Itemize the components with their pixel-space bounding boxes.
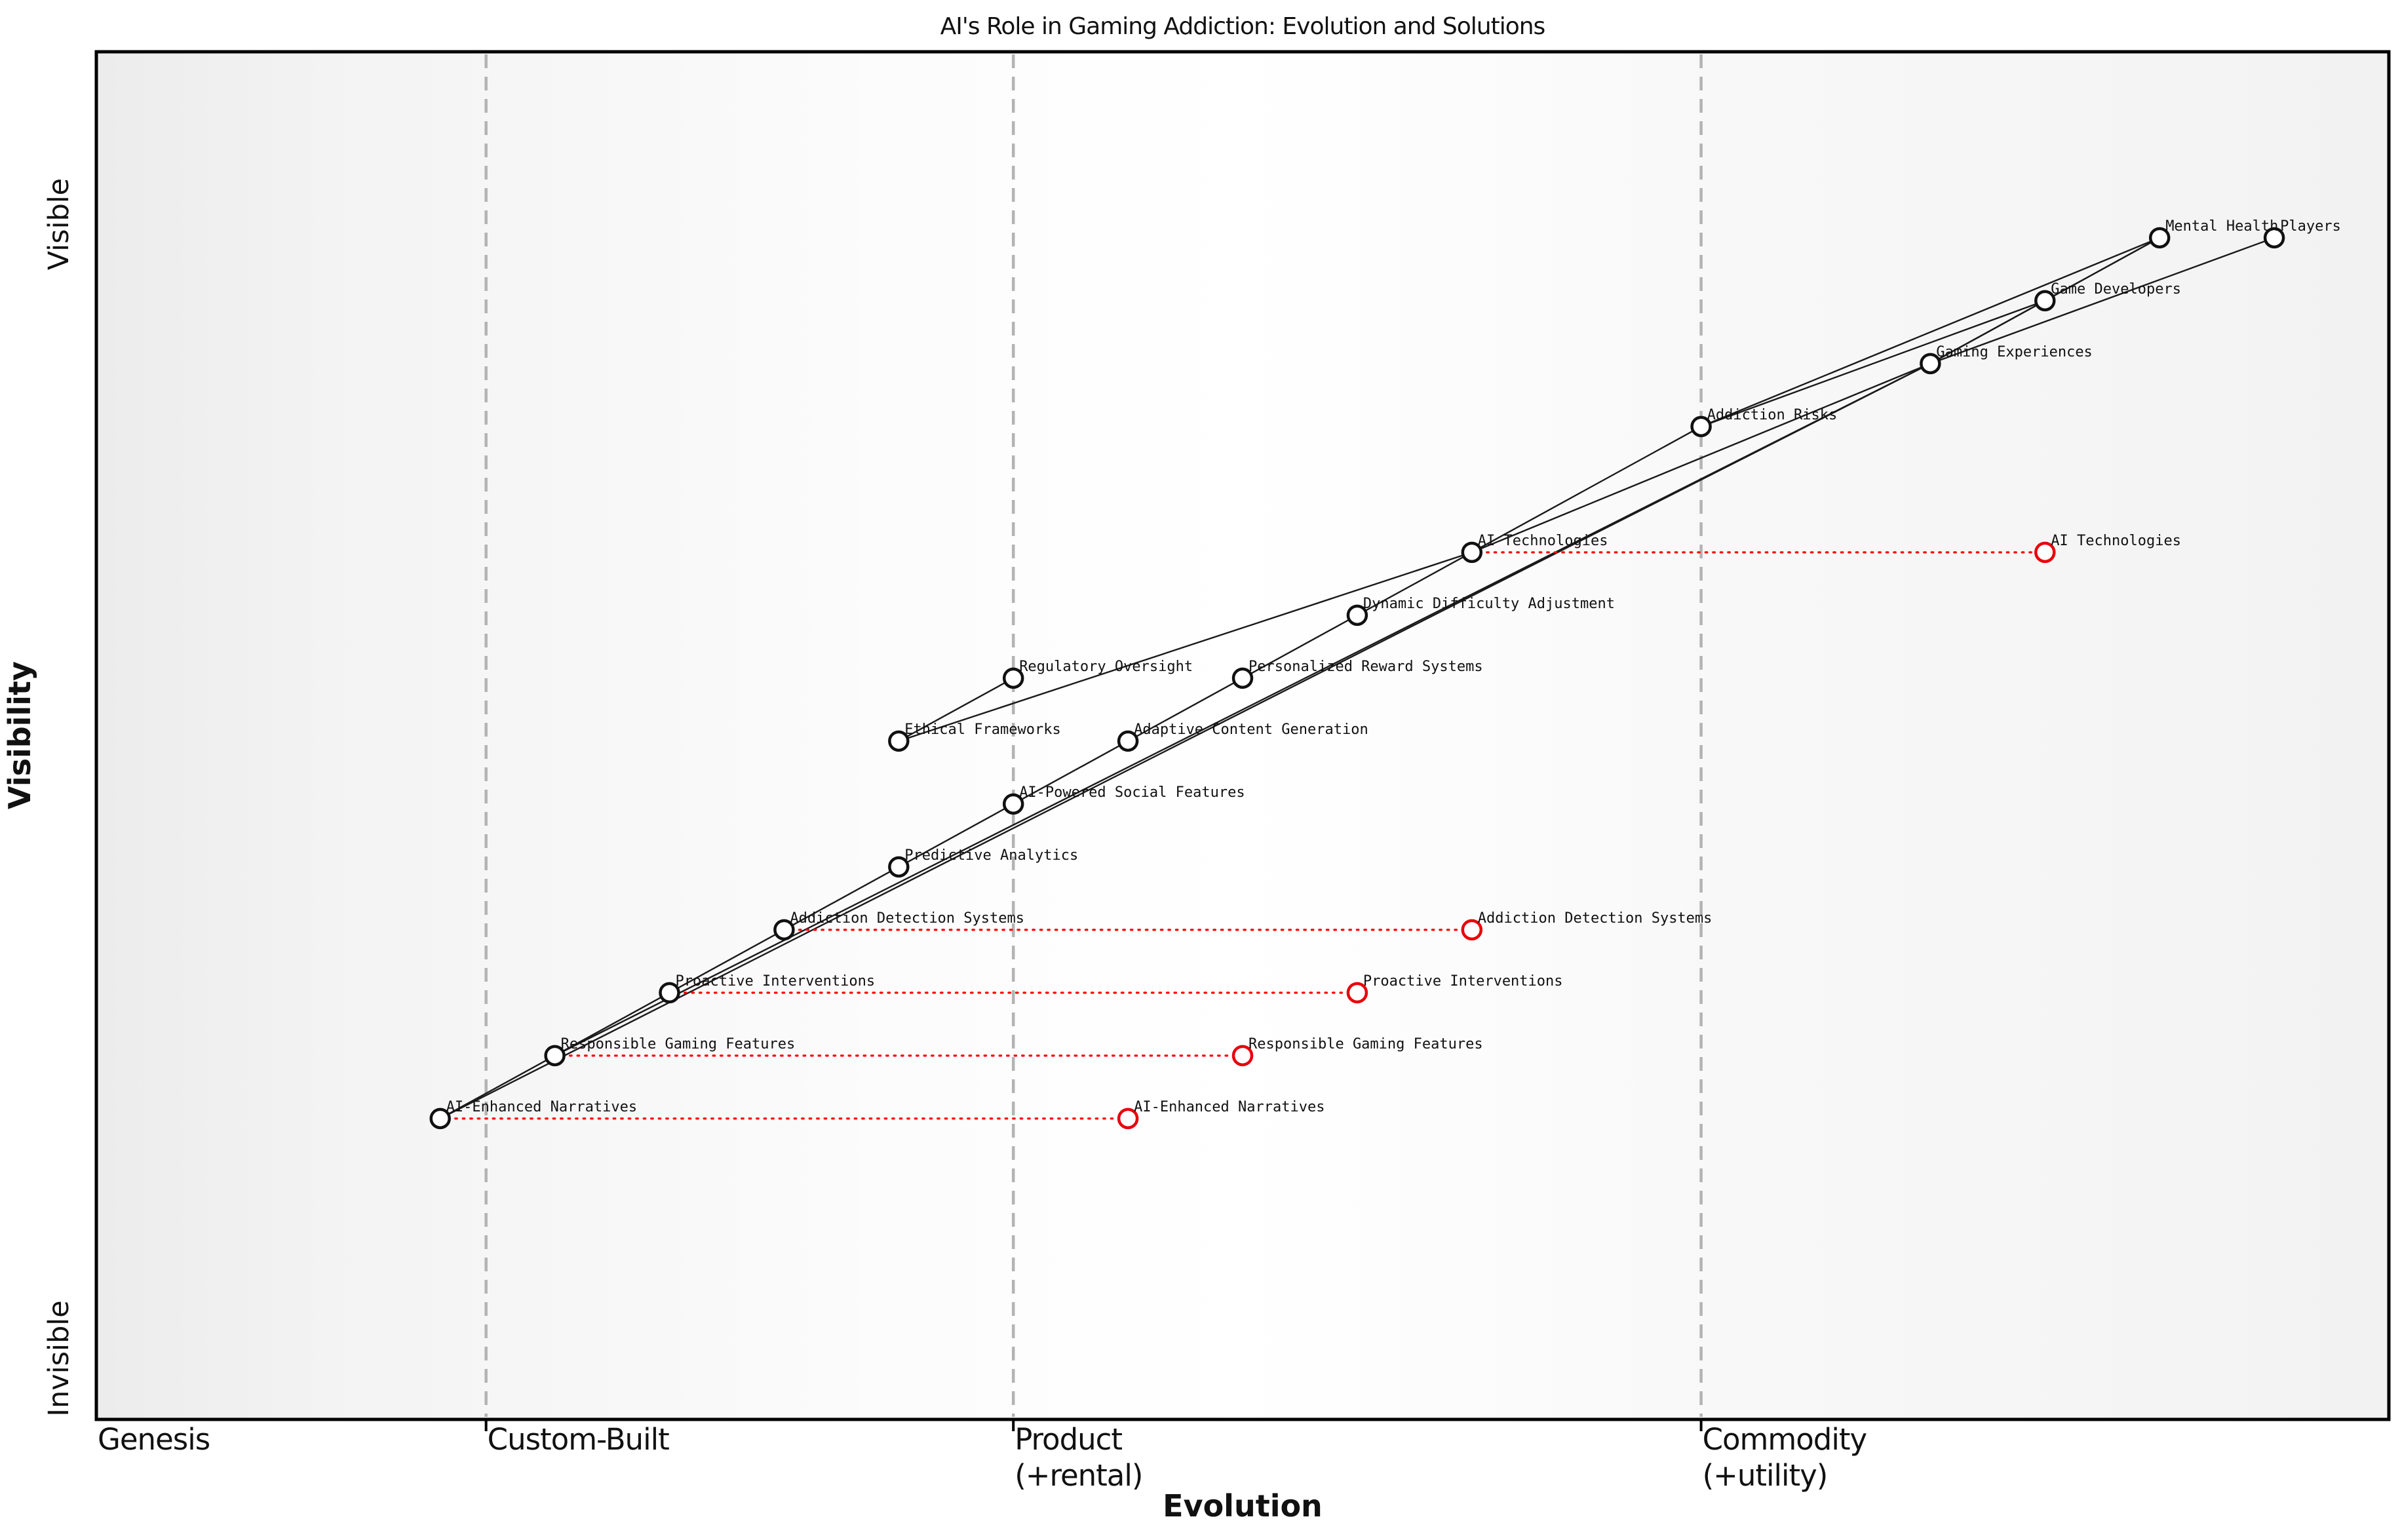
- chart-title: AI's Role in Gaming Addiction: Evolution…: [940, 13, 1545, 40]
- node-label-regulatory-oversight: Regulatory Oversight: [1019, 659, 1193, 675]
- edge-game-developers--mental-health: [2044, 237, 2160, 301]
- edge-ethical-frameworks--ai-technologies: [898, 551, 1473, 742]
- evolved-node-proactive-interventions: Proactive Interventions: [1346, 973, 1563, 1004]
- node-label-ai-technologies: AI Technologies: [1478, 533, 1608, 549]
- node-personalized-reward-systems: Personalized Reward Systems: [1231, 659, 1483, 689]
- node-label-gaming-experiences: Gaming Experiences: [1936, 344, 2092, 360]
- node-circle: [659, 982, 680, 1004]
- node-label-players: Players: [2280, 218, 2341, 235]
- node-circle: [1346, 604, 1368, 626]
- node-circle: [1002, 793, 1024, 815]
- node-label-addiction-detection-systems: Addiction Detection Systems: [1478, 910, 1713, 927]
- evolved-node-circle: [1117, 1107, 1139, 1130]
- node-addiction-risks: Addiction Risks: [1690, 407, 1838, 438]
- visibility-axis-label: Visibility: [2, 661, 37, 809]
- node-label-predictive-analytics: Predictive Analytics: [904, 847, 1078, 864]
- x-axis-stage-label: (+rental): [1015, 1458, 1142, 1493]
- x-axis-stage-label: Custom-Built: [488, 1422, 669, 1457]
- node-circle: [1690, 415, 1712, 438]
- edge-proactive-interventions--addiction-detection-systems: [668, 929, 784, 993]
- node-game-developers: Game Developers: [2034, 281, 2181, 312]
- edge-personalized-reward-systems--dynamic-difficulty-adjustment: [1242, 614, 1358, 679]
- evolved-node-circle: [1461, 919, 1483, 941]
- edge-addiction-risks--mental-health: [1701, 237, 2160, 427]
- node-circle: [1117, 730, 1139, 752]
- node-label-addiction-detection-systems: Addiction Detection Systems: [790, 910, 1024, 927]
- node-circle: [2034, 290, 2056, 312]
- node-mental-health: Mental Health: [2148, 218, 2278, 249]
- node-circle: [888, 856, 910, 878]
- node-label-ai-powered-social-features: AI-Powered Social Features: [1019, 784, 1245, 801]
- evolved-node-responsible-gaming-features: Responsible Gaming Features: [1231, 1036, 1483, 1067]
- node-label-ai-enhanced-narratives: AI-Enhanced Narratives: [1134, 1099, 1325, 1115]
- node-players: Players: [2263, 218, 2341, 249]
- node-gaming-experiences: Gaming Experiences: [1920, 344, 2093, 375]
- evolved-node-circle: [1346, 982, 1368, 1004]
- edge-ai-technologies--gaming-experiences: [1471, 362, 1931, 553]
- node-adaptive-content-generation: Adaptive Content Generation: [1117, 722, 1368, 752]
- edge-ai-technologies--addiction-risks: [1471, 425, 1702, 553]
- node-ethical-frameworks: Ethical Frameworks: [888, 722, 1061, 752]
- x-axis-stage-label: Genesis: [98, 1422, 210, 1457]
- edge-players--gaming-experiences: [1929, 237, 2275, 364]
- evolved-node-ai-enhanced-narratives: AI-Enhanced Narratives: [1117, 1099, 1325, 1130]
- node-circle: [1461, 541, 1483, 564]
- node-label-personalized-reward-systems: Personalized Reward Systems: [1248, 659, 1483, 675]
- node-label-ai-enhanced-narratives: AI-Enhanced Narratives: [446, 1099, 637, 1115]
- node-label-adaptive-content-generation: Adaptive Content Generation: [1134, 722, 1368, 738]
- node-circle: [544, 1045, 566, 1067]
- edge-ai-powered-social-features--adaptive-content-generation: [1013, 740, 1129, 805]
- node-regulatory-oversight: Regulatory Oversight: [1002, 659, 1193, 689]
- edge-dynamic-difficulty-adjustment--ai-technologies: [1357, 551, 1473, 616]
- node-circle: [2148, 227, 2171, 249]
- node-responsible-gaming-features: Responsible Gaming Features: [544, 1036, 796, 1067]
- node-circle: [429, 1107, 451, 1130]
- edge-ethical-frameworks--regulatory-oversight: [898, 677, 1014, 742]
- edge-predictive-analytics--ai-powered-social-features: [898, 803, 1014, 868]
- node-label-game-developers: Game Developers: [2051, 281, 2181, 298]
- node-label-proactive-interventions: Proactive Interventions: [1363, 973, 1563, 990]
- node-predictive-analytics: Predictive Analytics: [888, 847, 1078, 878]
- node-circle: [888, 730, 910, 752]
- node-addiction-detection-systems: Addiction Detection Systems: [773, 910, 1024, 941]
- node-circle: [1002, 667, 1024, 689]
- node-ai-enhanced-narratives: AI-Enhanced Narratives: [429, 1099, 637, 1130]
- node-ai-technologies: AI Technologies: [1461, 533, 1608, 564]
- node-ai-powered-social-features: AI-Powered Social Features: [1002, 784, 1245, 815]
- node-label-mental-health: Mental Health: [2165, 218, 2278, 235]
- evolved-node-addiction-detection-systems: Addiction Detection Systems: [1461, 910, 1713, 941]
- node-circle: [773, 919, 795, 941]
- node-label-responsible-gaming-features: Responsible Gaming Features: [1248, 1036, 1483, 1052]
- node-circle: [2263, 227, 2285, 249]
- node-circle: [1231, 667, 1254, 689]
- node-circle: [1920, 353, 1941, 375]
- node-label-dynamic-difficulty-adjustment: Dynamic Difficulty Adjustment: [1363, 596, 1615, 612]
- node-dynamic-difficulty-adjustment: Dynamic Difficulty Adjustment: [1346, 596, 1615, 626]
- node-label-ethical-frameworks: Ethical Frameworks: [904, 722, 1060, 738]
- x-axis-stage-label: (+utility): [1703, 1458, 1828, 1493]
- evolved-node-circle: [2034, 541, 2056, 564]
- plot-area: [94, 50, 2391, 1421]
- edge-adaptive-content-generation--personalized-reward-systems: [1127, 677, 1243, 742]
- node-label-ai-technologies: AI Technologies: [2051, 533, 2181, 549]
- evolved-node-ai-technologies: AI Technologies: [2034, 533, 2181, 564]
- invisible-label: Invisible: [43, 1300, 75, 1416]
- x-axis-stage-label: Product: [1015, 1422, 1122, 1457]
- evolution-axis-label: Evolution: [1163, 1488, 1323, 1524]
- node-proactive-interventions: Proactive Interventions: [659, 973, 876, 1004]
- evolved-node-circle: [1231, 1045, 1254, 1067]
- x-axis-stage-label: Commodity: [1703, 1422, 1867, 1457]
- node-label-responsible-gaming-features: Responsible Gaming Features: [561, 1036, 796, 1052]
- edge-addiction-risks--game-developers: [1701, 299, 2045, 427]
- node-label-proactive-interventions: Proactive Interventions: [676, 973, 876, 990]
- node-label-addiction-risks: Addiction Risks: [1707, 407, 1838, 423]
- visible-label: Visible: [43, 178, 75, 270]
- edge-addiction-detection-systems--predictive-analytics: [783, 866, 899, 931]
